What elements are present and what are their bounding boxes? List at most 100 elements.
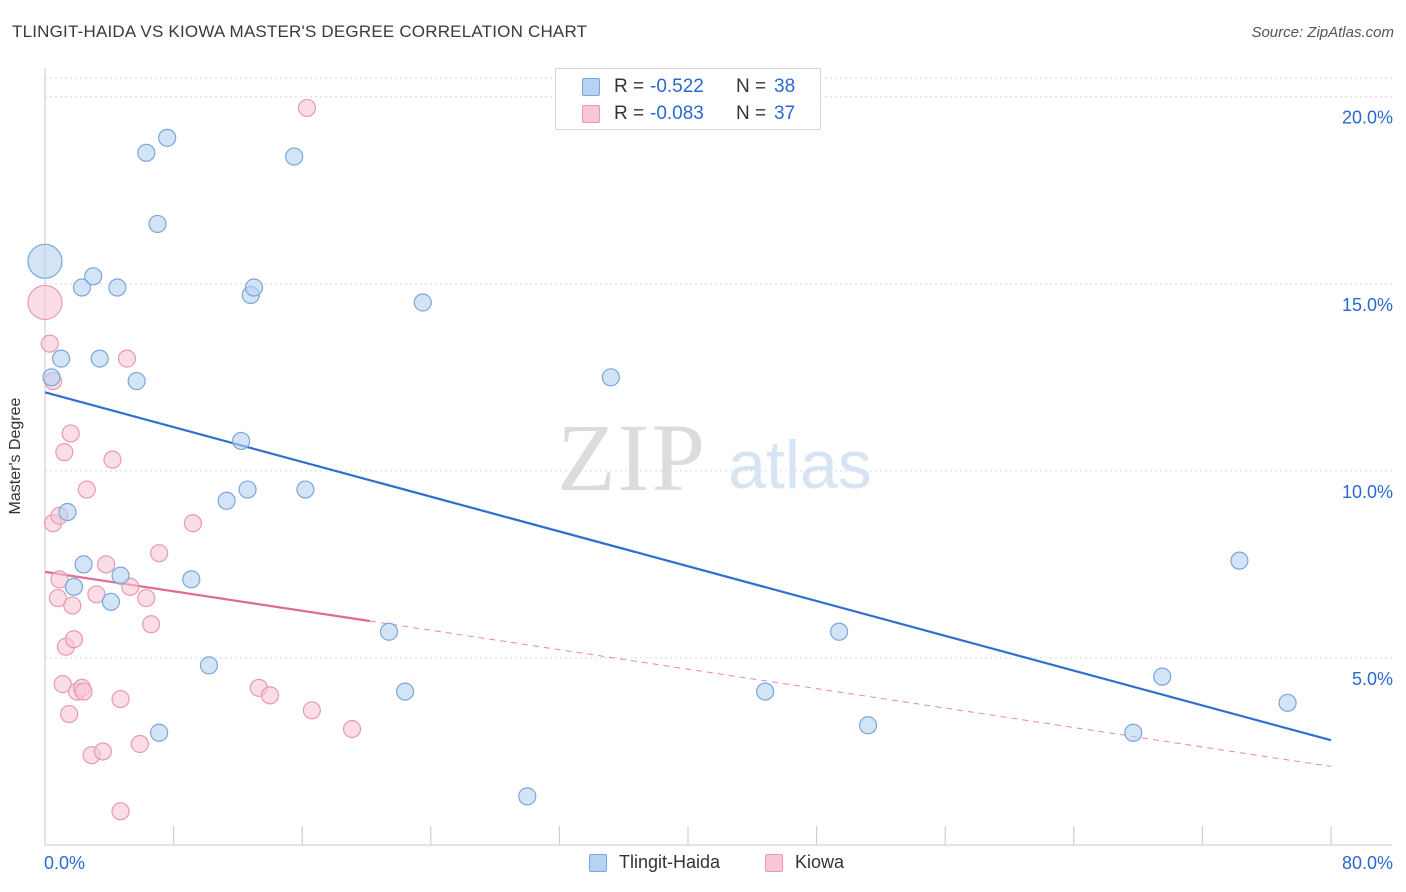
kiowa-point [117,349,137,368]
tlingit-point [217,491,236,510]
kiowa-point [40,334,59,353]
r-label: R = [614,103,645,124]
kiowa-point [111,802,130,821]
n-label: N = [736,76,767,97]
tlingit-point [64,577,84,596]
kiowa-point [61,424,80,443]
source-label: Source: ZipAtlas.com [1251,24,1394,41]
tlingit-point [58,502,77,522]
data-points [27,98,1297,821]
tlingit-swatch [582,78,600,96]
tick-labels: 5.0% 10.0% 15.0% 20.0% 0.0% 80.0% [44,108,1393,873]
legend-item-tlingit: Tlingit-Haida [589,852,720,873]
watermark-atlas: atlas [728,427,872,503]
kiowa-point [60,704,79,724]
tlingit-point [232,431,251,451]
y-tick-label: 15.0% [1342,295,1393,315]
kiowa-swatch [582,105,600,123]
tlingit-point [1153,667,1172,686]
kiowa-legend-label: Kiowa [795,852,845,872]
kiowa-point [96,555,116,574]
tlingit-point [285,147,304,166]
kiowa-point [150,544,169,563]
kiowa-point [53,675,72,694]
watermark-zip: ZIP [557,404,707,511]
tlingit-point [182,570,201,589]
tlingit-point [108,278,127,297]
tlingit-point [1230,551,1249,570]
kiowa-point [141,615,161,634]
tlingit-point [90,349,109,368]
r-value: -0.522 [650,76,704,97]
legend-item-kiowa: Kiowa [765,852,844,873]
tlingit-point [395,682,415,701]
tlingit-point [1278,693,1297,712]
kiowa-point [27,284,63,321]
r-label: R = [614,76,645,97]
grid-lines [45,77,1392,659]
kiowa-point [50,570,69,589]
chart-title: TLINGIT-HAIDA VS KIOWA MASTER'S DEGREE C… [12,22,588,41]
kiowa-point [93,742,112,761]
tlingit-point [137,143,156,162]
tlingit-point [601,368,620,387]
tlingit-point [111,566,130,585]
tlingit-point [379,622,399,641]
tlingit-point [199,656,219,675]
kiowa-trend-extension [369,620,1332,767]
tlingit-point [74,555,93,574]
kiowa-trend-line [44,570,370,623]
tlingit-point [27,243,63,279]
tlingit-point [51,349,71,368]
tlingit-point [148,214,167,234]
y-tick-label: 5.0% [1352,669,1393,689]
kiowa-point [183,514,202,533]
kiowa-point [64,630,84,649]
tlingit-point [238,480,257,499]
x-tick-label: 80.0% [1342,853,1393,873]
tlingit-point [296,480,315,499]
r-value: -0.083 [650,103,704,124]
x-tick-label: 0.0% [44,853,85,873]
tlingit-legend-swatch [589,853,607,872]
series-legend: Tlingit-Haida Kiowa [0,852,1406,876]
kiowa-point [103,450,122,469]
y-tick-label: 10.0% [1342,482,1393,502]
kiowa-point [297,98,317,118]
tlingit-point [84,267,103,286]
y-axis-label: Master's Degree [7,397,24,515]
tlingit-point [101,592,121,611]
tlingit-point [1124,723,1143,742]
tlingit-point [42,368,61,387]
n-value: 38 [774,76,796,97]
kiowa-point [111,689,130,709]
kiowa-point [48,588,67,608]
kiowa-point [260,686,280,705]
kiowa-point [302,701,321,720]
kiowa-point [55,443,74,462]
tlingit-point [756,682,775,701]
watermark: ZIP atlas [557,404,872,511]
axes [44,68,1392,846]
tlingit-point [72,278,92,297]
tlingit-point [858,716,878,735]
kiowa-point [342,719,362,739]
kiowa-point [130,734,149,754]
trend-lines [44,391,1332,767]
tlingit-point [150,723,169,742]
tlingit-point [518,787,537,806]
n-value: 37 [774,103,796,124]
tlingit-point [244,278,264,297]
tlingit-legend-label: Tlingit-Haida [619,852,721,872]
tlingit-point [158,128,177,147]
n-label: N = [736,103,767,124]
tlingit-point [413,293,432,312]
y-tick-label: 20.0% [1342,108,1393,128]
kiowa-point [137,588,156,608]
kiowa-legend-swatch [765,853,783,872]
kiowa-point [87,585,106,604]
tlingit-point [127,371,146,391]
kiowa-point [77,480,96,499]
tlingit-trend-line [44,391,1332,742]
tlingit-point [830,622,849,641]
